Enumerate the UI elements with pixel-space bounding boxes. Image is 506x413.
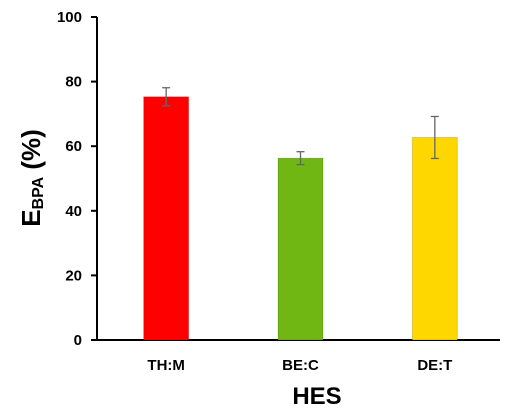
x-ticks: TH:M BE:C DE:T	[147, 357, 452, 374]
bar	[277, 157, 324, 341]
x-tick-label: BE:C	[282, 357, 319, 374]
y-axis-label-unit: (%)	[16, 129, 46, 177]
y-ticks: 0 20 40 60 80 100	[57, 9, 97, 349]
y-axis-label-sub: BPA	[30, 176, 47, 209]
y-tick-label: 0	[74, 332, 82, 349]
x-tick-label: TH:M	[147, 357, 185, 374]
x-axis-label: HES	[292, 383, 341, 410]
bars	[143, 96, 458, 341]
bar	[411, 136, 458, 341]
x-tick-label: DE:T	[417, 357, 452, 374]
y-axis-label-main: E	[16, 209, 46, 226]
y-axis-label: EBPA (%)	[16, 129, 47, 227]
error-bars	[162, 87, 439, 166]
y-tick-label: 60	[65, 138, 82, 155]
y-tick-label: 40	[65, 203, 82, 220]
bar	[143, 96, 190, 341]
y-tick-label: 20	[65, 267, 82, 284]
y-tick-label: 100	[57, 9, 82, 26]
y-tick-label: 80	[65, 74, 82, 91]
